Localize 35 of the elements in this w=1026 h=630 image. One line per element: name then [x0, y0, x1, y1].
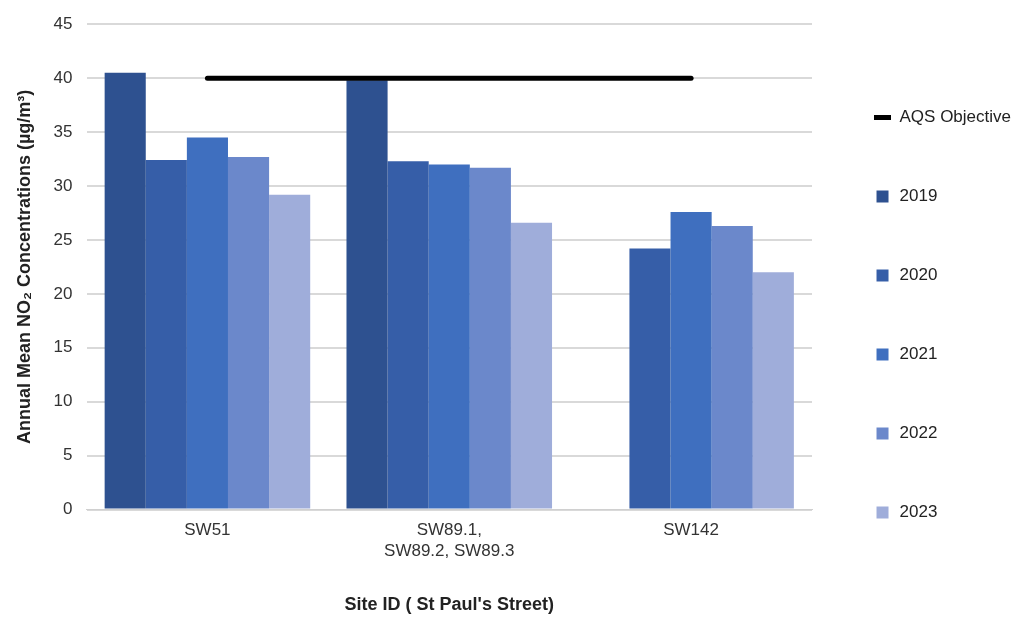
- legend-label: 2023: [899, 502, 938, 522]
- x-axis-title: Site ID ( St Paul's Street): [344, 594, 554, 615]
- legend-label: 2021: [899, 344, 938, 364]
- y-tick-label: 15: [53, 337, 73, 357]
- y-tick-label: 25: [53, 229, 73, 249]
- y-tick-label: 0: [63, 499, 73, 519]
- bar: [269, 194, 311, 509]
- bar: [670, 211, 712, 509]
- x-tick-label: SW142: [663, 520, 719, 540]
- y-tick-label: 10: [53, 391, 73, 411]
- bar: [387, 161, 429, 509]
- bar: [629, 248, 671, 509]
- bar: [752, 272, 794, 509]
- bar: [711, 225, 753, 509]
- bar: [145, 160, 187, 509]
- bar: [428, 164, 470, 509]
- y-tick-label: 45: [53, 13, 73, 33]
- bar: [469, 167, 511, 509]
- bar: [186, 137, 228, 509]
- legend-label: AQS Objective: [899, 107, 1012, 127]
- y-tick-label: 5: [63, 445, 73, 465]
- y-axis-title: Annual Mean NO₂ Concentrations (µg/m³): [13, 89, 34, 445]
- y-tick-label: 35: [53, 121, 73, 141]
- y-tick-label: 20: [53, 283, 73, 303]
- x-tick-label: SW89.1, SW89.2, SW89.3: [384, 520, 515, 560]
- bar: [346, 80, 388, 509]
- y-tick-label: 30: [53, 175, 73, 195]
- bar: [227, 156, 270, 509]
- legend-label: 2020: [899, 265, 938, 285]
- legend-label: 2022: [899, 423, 938, 443]
- legend-label: 2019: [899, 186, 938, 206]
- x-tick-label: SW51: [184, 520, 231, 540]
- bar: [510, 222, 553, 509]
- y-tick-label: 40: [53, 67, 73, 87]
- bar: [104, 72, 146, 509]
